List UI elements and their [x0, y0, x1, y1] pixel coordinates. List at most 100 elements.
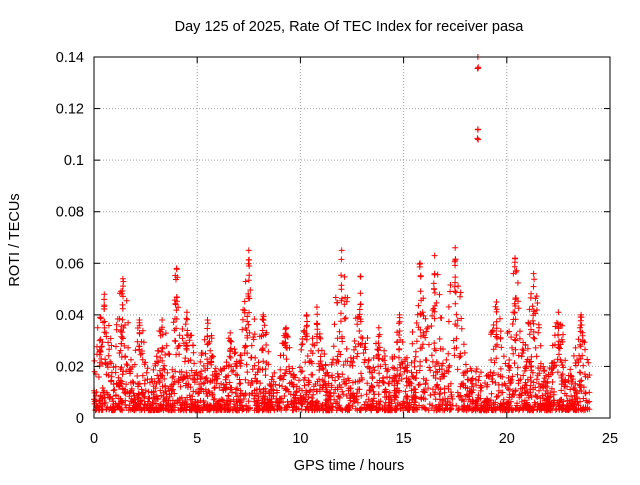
data-point [316, 334, 323, 341]
data-point [169, 387, 176, 394]
data-point [251, 362, 258, 369]
data-point [209, 372, 216, 379]
data-point [364, 380, 371, 387]
data-point [562, 379, 569, 386]
data-point [230, 367, 237, 374]
data-point [314, 321, 321, 327]
data-point [165, 406, 172, 413]
data-point [394, 385, 401, 392]
data-point [493, 318, 500, 325]
data-point [505, 374, 512, 381]
data-point [514, 371, 521, 378]
data-point [135, 395, 142, 402]
data-point [246, 263, 253, 269]
data-point [245, 290, 252, 297]
data-point [246, 405, 253, 412]
data-point [515, 352, 522, 359]
data-point [582, 390, 589, 397]
data-point [110, 398, 117, 405]
data-point [218, 407, 225, 413]
data-point [528, 394, 535, 400]
data-point [530, 270, 537, 277]
data-point [250, 336, 257, 343]
data-point [261, 322, 268, 329]
data-point [352, 378, 359, 385]
data-point [133, 401, 140, 408]
data-point [121, 389, 128, 396]
data-point [458, 325, 465, 332]
data-point [529, 369, 536, 376]
data-point [556, 345, 563, 352]
data-point [515, 305, 522, 312]
data-point [283, 404, 290, 411]
data-point [329, 374, 336, 381]
data-point [334, 335, 341, 342]
data-point [238, 357, 245, 364]
data-point [375, 347, 382, 354]
data-point [556, 351, 562, 358]
data-point [576, 387, 583, 394]
data-point [371, 391, 378, 398]
data-point [425, 407, 432, 414]
y-tick-label: 0.12 [56, 102, 84, 118]
data-point [357, 316, 364, 323]
data-point [101, 318, 108, 325]
data-point [310, 391, 317, 398]
data-point [381, 379, 387, 386]
data-point [350, 355, 357, 362]
data-point [223, 381, 230, 388]
data-point [432, 396, 439, 403]
data-point [431, 252, 438, 259]
data-point [384, 368, 391, 375]
data-point [398, 376, 405, 382]
data-point [412, 348, 419, 355]
data-point [155, 375, 162, 382]
data-point [483, 373, 490, 379]
data-point [469, 380, 476, 387]
data-point [123, 381, 130, 388]
data-point [509, 321, 516, 327]
data-point [144, 376, 151, 383]
data-point [97, 401, 104, 407]
data-point [365, 363, 371, 370]
data-point [181, 374, 188, 381]
data-point [317, 335, 324, 342]
data-point [202, 367, 209, 374]
data-point [506, 328, 513, 335]
data-point [575, 336, 582, 343]
data-point [384, 374, 390, 380]
data-point [440, 373, 447, 380]
data-point [183, 407, 189, 414]
data-point [206, 389, 213, 396]
data-point [243, 407, 250, 414]
data-point [393, 339, 400, 346]
data-point [537, 342, 544, 349]
data-point [350, 390, 357, 397]
data-point [460, 341, 467, 348]
data-point [459, 405, 466, 412]
data-point [415, 382, 422, 388]
data-point [269, 401, 276, 408]
data-point [96, 404, 103, 411]
data-point [146, 395, 153, 401]
data-point [159, 317, 166, 323]
data-point [354, 321, 361, 328]
data-point [431, 285, 437, 292]
data-point [342, 358, 349, 365]
data-point [103, 389, 110, 396]
data-point [470, 387, 477, 393]
data-point [97, 349, 104, 355]
data-point [509, 373, 516, 380]
data-point [246, 272, 253, 279]
data-point [316, 386, 323, 393]
data-point [233, 386, 239, 393]
y-tick-label: 0.06 [56, 256, 84, 272]
data-point [530, 283, 537, 290]
data-point [530, 328, 537, 335]
data-point [125, 319, 132, 326]
data-point [540, 368, 547, 375]
data-point [368, 407, 375, 414]
data-point [211, 395, 218, 402]
data-point [351, 338, 358, 344]
data-point [558, 387, 565, 394]
